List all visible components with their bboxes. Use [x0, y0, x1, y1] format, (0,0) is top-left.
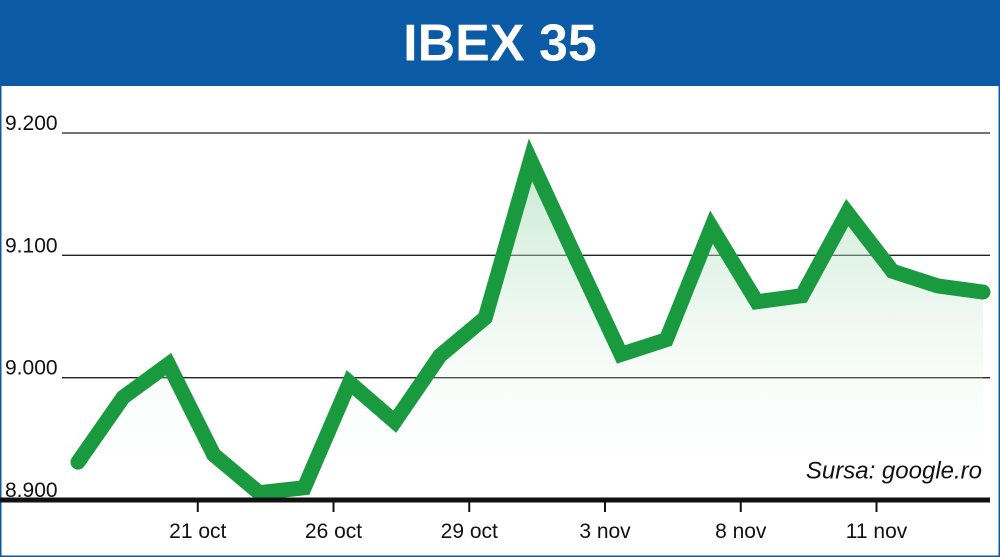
- x-tick-label: 11 nov: [846, 520, 908, 543]
- x-tick-label: 21 oct: [169, 520, 226, 543]
- x-tick-label: 29 oct: [441, 520, 498, 543]
- y-tick-label: 9.200: [5, 112, 58, 135]
- chart-title: IBEX 35: [403, 15, 597, 73]
- x-tick-label: 8 nov: [715, 520, 767, 543]
- line: [70, 138, 991, 501]
- source: Sursa: google.ro: [806, 457, 982, 484]
- x-tick-label: 26 oct: [305, 520, 362, 543]
- y-tick-label: 9.100: [5, 234, 58, 257]
- x-tick-label: 3 nov: [579, 520, 631, 543]
- y-tick-label: 9.000: [5, 357, 58, 380]
- title-bar: [0, 0, 1000, 86]
- y-tick-label: 8.900: [5, 479, 58, 502]
- area: [78, 159, 983, 500]
